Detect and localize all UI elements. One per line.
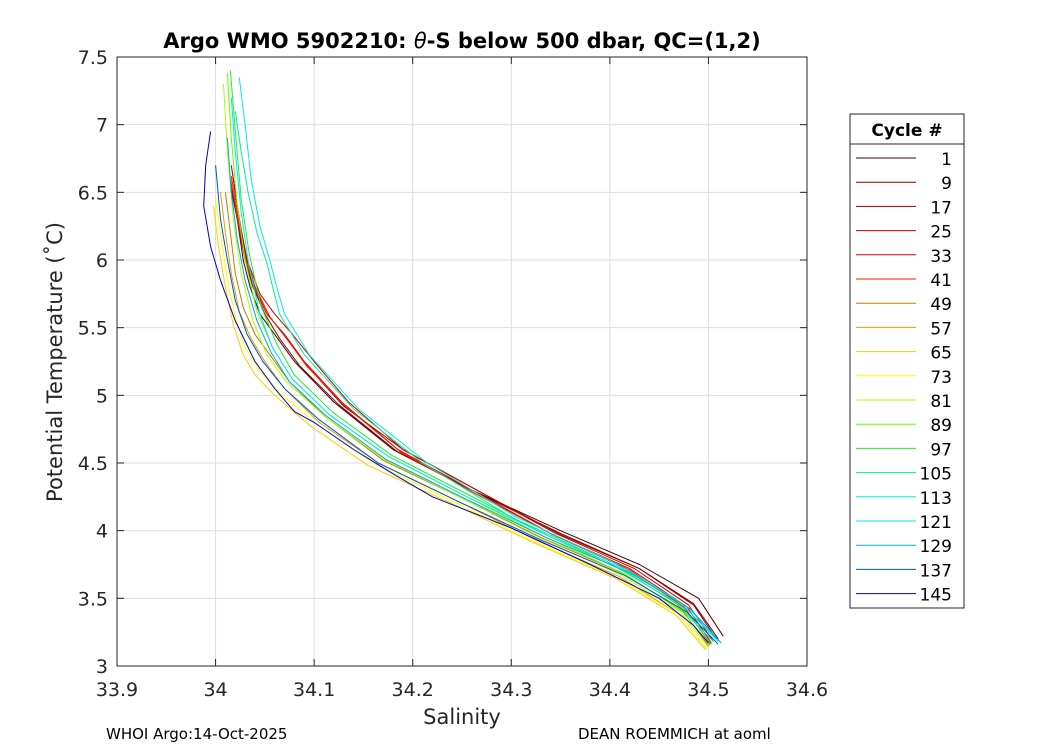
y-tick-label: 5	[96, 385, 108, 407]
legend-label-89: 89	[930, 416, 952, 436]
legend-label-137: 137	[920, 561, 952, 581]
legend-label-49: 49	[930, 295, 952, 315]
legend-label-105: 105	[920, 465, 952, 485]
title-theta-symbol: θ	[414, 29, 427, 53]
x-tick-labels: 33.9 34 34.1 34.2 34.3 34.4 34.5 34.6	[96, 679, 828, 701]
series-line-cycle-129	[226, 138, 722, 644]
y-tick-label: 6	[96, 250, 108, 272]
series-layer	[203, 70, 724, 651]
y-axis-label: Potential Temperature (˚C)	[43, 222, 67, 502]
x-tick-label: 34.6	[786, 679, 828, 701]
legend-label-113: 113	[920, 489, 952, 509]
title-suffix: -S below 500 dbar, QC=(1,2)	[427, 29, 761, 53]
legend-label-41: 41	[930, 271, 952, 291]
legend-label-145: 145	[920, 586, 952, 606]
footer-left: WHOI Argo:14-Oct-2025	[106, 725, 288, 743]
y-tick-label: 3	[96, 656, 108, 678]
legend: Cycle # 1 9 17 25 33 41 49 57 65 73 81 89 97 105 113 12…	[849, 113, 965, 609]
plot-area	[117, 57, 807, 666]
series-line-cycle-65	[213, 205, 706, 651]
y-tick-label: 3.5	[78, 588, 108, 610]
x-tick-label: 34.5	[687, 679, 729, 701]
title-prefix: Argo WMO 5902210:	[163, 29, 414, 53]
series-line-cycle-81	[223, 84, 709, 648]
grid-lines	[117, 57, 807, 666]
series-line-cycle-113	[238, 77, 719, 642]
series-line-cycle-121	[230, 97, 719, 642]
legend-title: Cycle #	[871, 121, 942, 141]
y-tick-label: 7	[96, 115, 108, 137]
x-axis-label: Salinity	[423, 705, 501, 729]
legend-label-9: 9	[941, 174, 952, 194]
y-tick-label: 6.5	[78, 182, 108, 204]
x-tick-label: 34.2	[392, 679, 434, 701]
series-line-cycle-105	[234, 111, 714, 642]
series-line-cycle-57	[220, 192, 707, 649]
y-tick-label: 4.5	[78, 453, 108, 475]
x-tick-label: 34.3	[490, 679, 532, 701]
x-tick-label: 33.9	[96, 679, 138, 701]
series-line-cycle-145	[203, 131, 709, 644]
legend-label-57: 57	[930, 319, 952, 339]
legend-label-121: 121	[920, 513, 952, 533]
y-tick-label: 4	[96, 521, 108, 543]
legend-label-129: 129	[920, 537, 952, 557]
legend-label-73: 73	[930, 368, 952, 388]
plot-frame	[116, 56, 808, 667]
x-tick-label: 34	[203, 679, 227, 701]
legend-label-97: 97	[930, 440, 952, 460]
series-line-cycle-1	[229, 185, 724, 637]
y-tick-labels: 3 3.5 4 4.5 5 5.5 6 6.5 7 7.5	[78, 47, 108, 678]
legend-entries: 1 9 17 25 33 41 49 57 65 73 81 89 97 105 113 121 129 137 1…	[856, 150, 952, 606]
legend-label-17: 17	[930, 198, 952, 218]
series-line-cycle-73	[215, 199, 707, 649]
y-tick-label: 7.5	[78, 47, 108, 69]
tick-marks	[116, 56, 808, 667]
legend-label-1: 1	[941, 150, 952, 170]
legend-label-81: 81	[930, 392, 952, 412]
legend-label-33: 33	[930, 247, 952, 267]
legend-box	[849, 113, 965, 609]
series-line-cycle-137	[215, 165, 719, 645]
legend-label-65: 65	[930, 344, 952, 364]
footer-right: DEAN ROEMMICH at aoml	[578, 725, 771, 743]
y-tick-label: 5.5	[78, 318, 108, 340]
chart-title: Argo WMO 5902210: θ-S below 500 dbar, QC…	[163, 29, 760, 53]
x-tick-label: 34.1	[293, 679, 335, 701]
legend-label-25: 25	[930, 223, 952, 243]
x-tick-label: 34.4	[589, 679, 631, 701]
